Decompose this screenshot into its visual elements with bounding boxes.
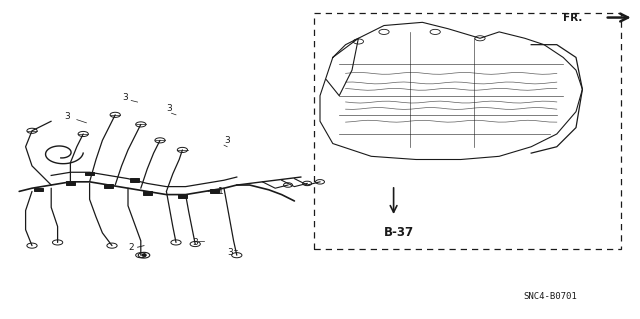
Bar <box>34 188 43 191</box>
Bar <box>66 181 75 185</box>
Bar <box>104 184 113 188</box>
Text: 3: 3 <box>225 136 230 145</box>
Text: FR.: FR. <box>563 12 582 23</box>
Text: 3: 3 <box>167 104 172 113</box>
Text: 3: 3 <box>193 238 198 247</box>
Text: 1: 1 <box>218 187 223 196</box>
Text: SNC4-B0701: SNC4-B0701 <box>524 292 577 301</box>
Text: B-37: B-37 <box>384 226 414 239</box>
Text: 3: 3 <box>122 93 127 102</box>
Circle shape <box>142 254 146 256</box>
Bar <box>178 194 187 198</box>
Bar <box>210 189 219 193</box>
Bar <box>85 172 94 175</box>
Bar <box>143 191 152 195</box>
Bar <box>314 13 621 249</box>
Text: 3: 3 <box>228 248 233 256</box>
Text: 3: 3 <box>65 112 70 121</box>
Text: 2: 2 <box>129 243 134 252</box>
Bar <box>130 178 139 182</box>
